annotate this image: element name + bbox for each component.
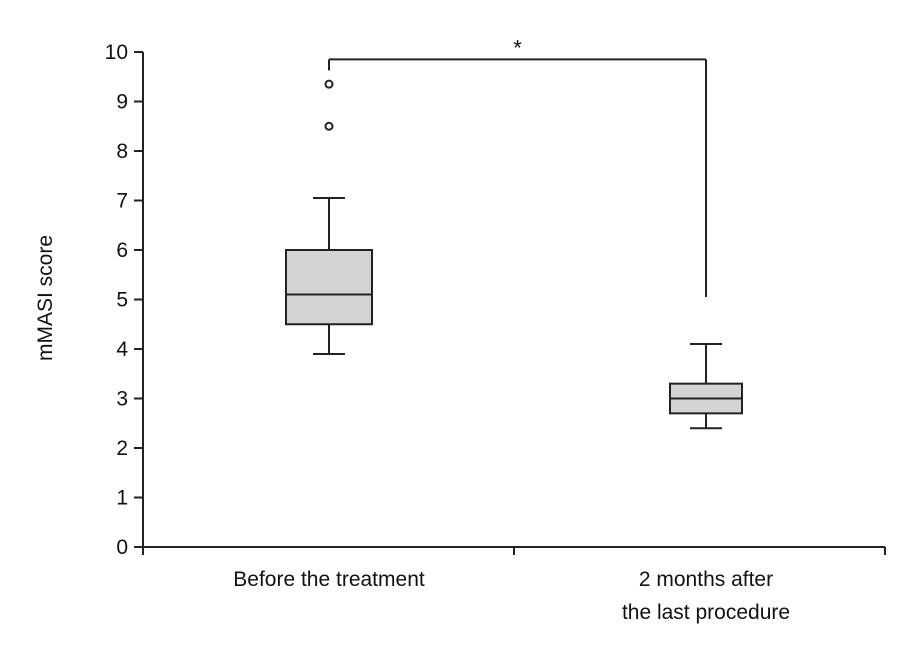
box-group [669, 343, 743, 430]
axes [142, 52, 886, 555]
y-tick-label: 4 [116, 338, 128, 361]
y-tick-label: 0 [116, 536, 128, 559]
boxes [285, 79, 743, 430]
y-tick-label: 9 [116, 91, 128, 114]
iqr-box [285, 249, 373, 326]
x-category-label: the last procedure [622, 601, 790, 624]
significance-bracket: * [328, 35, 707, 298]
y-tick-label: 8 [116, 140, 128, 163]
y-tick-label: 1 [116, 487, 128, 510]
x-category-label: Before the treatment [233, 568, 425, 591]
significance-label: * [513, 35, 522, 60]
y-tick-label: 10 [105, 41, 128, 64]
box-group [285, 79, 373, 355]
y-tick-label: 3 [116, 388, 128, 411]
y-axis-ticks: 0 1 2 3 4 5 6 7 8 9 10 [105, 41, 143, 559]
outlier-point [324, 121, 334, 131]
y-tick-label: 5 [116, 289, 128, 312]
x-category-label: 2 months after [639, 568, 773, 591]
x-axis-categories: Before the treatment 2 months after the la… [233, 568, 790, 624]
y-tick-label: 6 [116, 239, 128, 262]
y-tick-label: 7 [116, 190, 128, 213]
y-axis-title: mMASI score [34, 235, 57, 361]
y-tick-label: 2 [116, 437, 128, 460]
outlier-point [324, 79, 334, 89]
